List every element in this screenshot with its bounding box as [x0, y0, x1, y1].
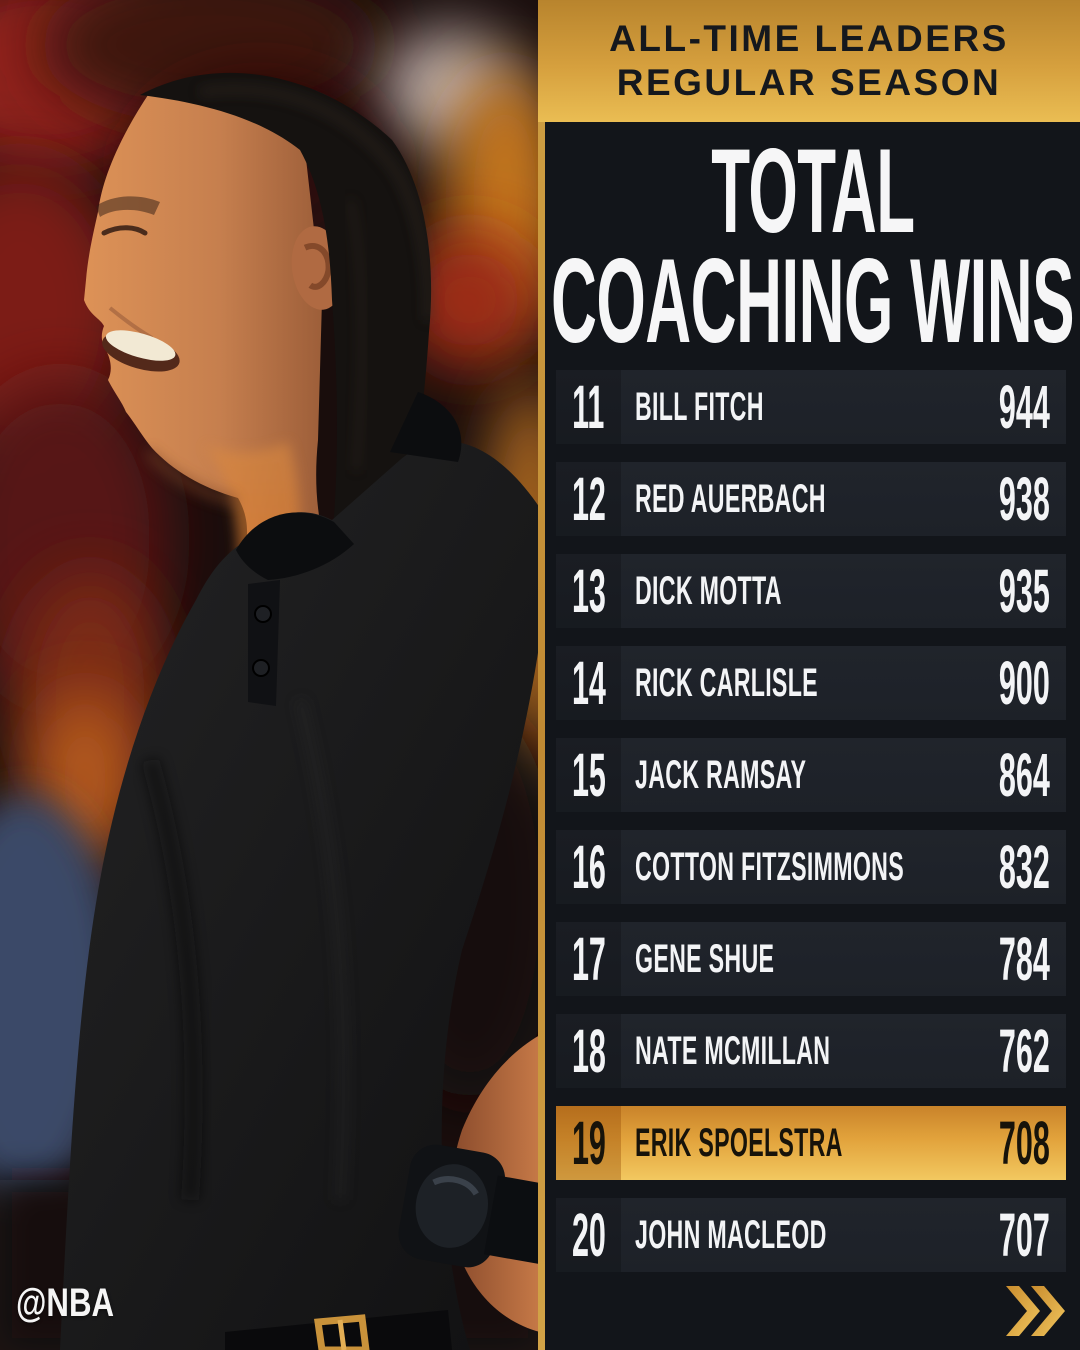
table-row: 14 RICK CARLISLE 900 [556, 646, 1066, 720]
rank-cell: 20 [556, 1198, 621, 1272]
rank-cell: 13 [556, 554, 621, 628]
erik-spoelstra-photo: @NBA [0, 0, 540, 1350]
rank-cell: 14 [556, 646, 621, 720]
double-chevron-right-icon[interactable] [1004, 1286, 1066, 1336]
photo-illustration [0, 0, 540, 1350]
wins-value: 762 [999, 1017, 1050, 1085]
wins-value: 944 [999, 373, 1050, 441]
subject-figure [60, 72, 540, 1350]
leaderboard-rows: 11 BILL FITCH 944 12 RED AUERBACH 938 13… [556, 370, 1066, 1290]
wins-value: 864 [999, 741, 1050, 809]
banner-line2: REGULAR SEASON [616, 62, 1002, 103]
smile [102, 330, 180, 372]
coach-name: ERIK SPOELSTRA [635, 1120, 843, 1165]
wins-value: 938 [999, 465, 1050, 533]
wins-value: 784 [999, 925, 1050, 993]
coach-name: JOHN MACLEOD [635, 1212, 827, 1257]
rank-cell: 17 [556, 922, 621, 996]
coach-name: RICK CARLISLE [635, 660, 818, 705]
banner: ALL-TIME LEADERS REGULAR SEASON [538, 0, 1080, 122]
coach-name: RED AUERBACH [635, 476, 826, 521]
table-row: 15 JACK RAMSAY 864 [556, 738, 1066, 812]
table-row: 18 NATE MCMILLAN 762 [556, 1014, 1066, 1088]
wins-value: 935 [999, 557, 1050, 625]
coach-name: NATE MCMILLAN [635, 1028, 831, 1073]
rank-cell: 18 [556, 1014, 621, 1088]
table-row: 12 RED AUERBACH 938 [556, 462, 1066, 536]
table-row: 16 COTTON FITZSIMMONS 832 [556, 830, 1066, 904]
table-row: 17 GENE SHUE 784 [556, 922, 1066, 996]
page-title: TOTAL COACHING WINS [545, 122, 1080, 370]
wins-value: 708 [999, 1109, 1050, 1177]
rank-cell: 12 [556, 462, 621, 536]
title-line1: TOTAL [710, 124, 915, 258]
divider-line [538, 0, 545, 1350]
table-row-highlighted: 19 ERIK SPOELSTRA 708 [556, 1106, 1066, 1180]
rank-cell: 19 [556, 1106, 621, 1180]
wins-value: 832 [999, 833, 1050, 901]
banner-line1: ALL-TIME LEADERS [609, 18, 1009, 59]
belt [225, 1310, 452, 1350]
table-row: 11 BILL FITCH 944 [556, 370, 1066, 444]
coach-name: JACK RAMSAY [635, 752, 807, 797]
rank-cell: 16 [556, 830, 621, 904]
coach-name: COTTON FITZSIMMONS [635, 844, 905, 889]
table-row: 13 DICK MOTTA 935 [556, 554, 1066, 628]
coach-name: GENE SHUE [635, 936, 775, 981]
nba-watermark: @NBA [16, 1281, 115, 1325]
rank-cell: 15 [556, 738, 621, 812]
rank-cell: 11 [556, 370, 621, 444]
coach-name: BILL FITCH [635, 384, 764, 429]
wins-value: 707 [999, 1201, 1050, 1269]
subject-shirt [60, 441, 540, 1350]
title-line2: COACHING WINS [550, 234, 1075, 368]
table-row: 20 JOHN MACLEOD 707 [556, 1198, 1066, 1272]
wins-value: 900 [999, 649, 1050, 717]
leaderboard-panel: ALL-TIME LEADERS REGULAR SEASON TOTAL CO… [538, 0, 1080, 1350]
coach-name: DICK MOTTA [635, 568, 782, 613]
